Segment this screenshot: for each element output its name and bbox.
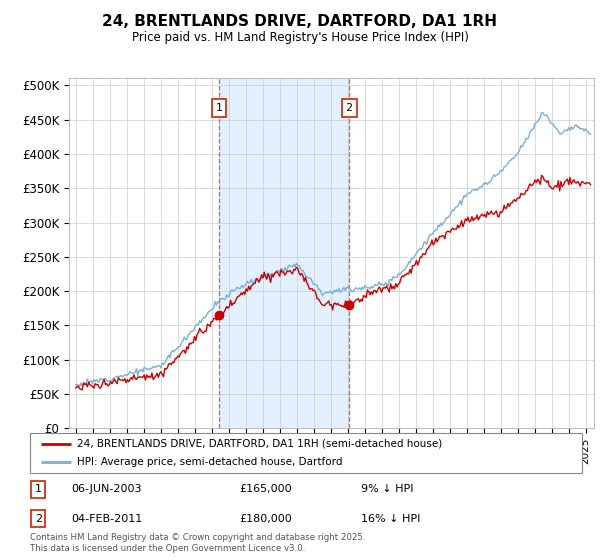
Text: 2: 2 [346, 103, 353, 113]
Text: 1: 1 [35, 484, 42, 494]
Text: Price paid vs. HM Land Registry's House Price Index (HPI): Price paid vs. HM Land Registry's House … [131, 31, 469, 44]
Text: Contains HM Land Registry data © Crown copyright and database right 2025.
This d: Contains HM Land Registry data © Crown c… [30, 533, 365, 553]
Text: 24, BRENTLANDS DRIVE, DARTFORD, DA1 1RH (semi-detached house): 24, BRENTLANDS DRIVE, DARTFORD, DA1 1RH … [77, 439, 442, 449]
Text: 24, BRENTLANDS DRIVE, DARTFORD, DA1 1RH: 24, BRENTLANDS DRIVE, DARTFORD, DA1 1RH [103, 14, 497, 29]
Text: £165,000: £165,000 [240, 484, 292, 494]
Text: 1: 1 [215, 103, 223, 113]
Text: HPI: Average price, semi-detached house, Dartford: HPI: Average price, semi-detached house,… [77, 458, 343, 467]
Text: 2: 2 [35, 514, 42, 524]
Bar [219, 78, 349, 428]
FancyBboxPatch shape [30, 433, 582, 473]
Text: 16% ↓ HPI: 16% ↓ HPI [361, 514, 421, 524]
Text: £180,000: £180,000 [240, 514, 293, 524]
Text: 06-JUN-2003: 06-JUN-2003 [71, 484, 142, 494]
Text: 04-FEB-2011: 04-FEB-2011 [71, 514, 143, 524]
Text: 9% ↓ HPI: 9% ↓ HPI [361, 484, 414, 494]
